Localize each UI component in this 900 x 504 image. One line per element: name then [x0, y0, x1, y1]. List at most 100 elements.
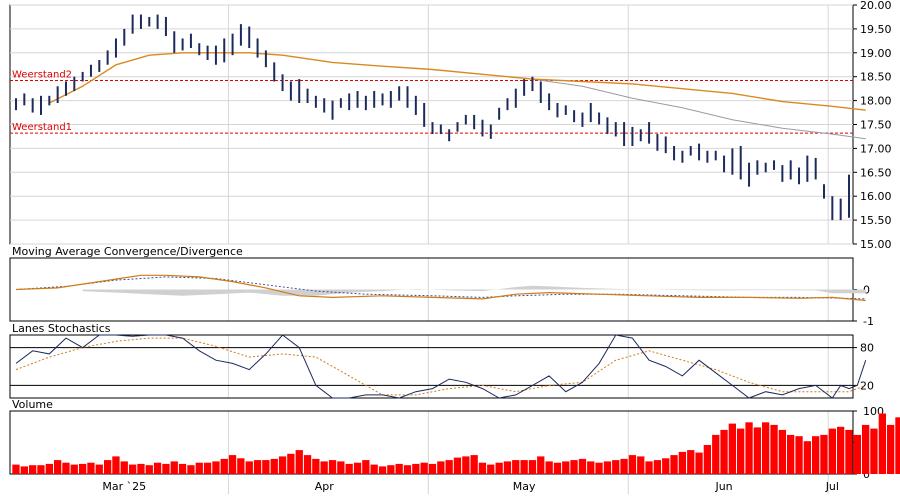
volume-bar [337, 461, 345, 474]
stoch-d-line [15, 337, 866, 396]
long-moving-average [48, 52, 866, 111]
macd-signal-line [15, 276, 866, 300]
volume-bar [570, 460, 578, 474]
volume-bar [145, 465, 153, 474]
resistance-label: Weerstand2 [12, 70, 72, 81]
price-tick-label: 18.00 [860, 95, 892, 108]
volume-bar [237, 458, 245, 475]
volume-bar [253, 460, 262, 474]
volume-bar [54, 460, 62, 474]
volume-bar [812, 436, 820, 474]
volume-bar [820, 434, 828, 474]
price-tick-label: 19.50 [860, 23, 892, 36]
stoch-pane-frame [9, 334, 854, 399]
volume-tick-label: 0 [863, 468, 870, 481]
volume-bar [645, 461, 653, 474]
price-tick-label: 18.50 [860, 71, 892, 84]
volume-bar [628, 455, 637, 474]
volume-bar [678, 451, 686, 474]
volume-bar [104, 460, 112, 474]
volume-bar [445, 460, 453, 474]
x-axis-label: Jul [825, 480, 839, 493]
volume-bar [95, 464, 103, 474]
price-tick-label: 19.00 [860, 47, 892, 60]
volume-bar [778, 429, 786, 474]
volume-bar [303, 455, 312, 474]
volume-bar [703, 445, 711, 474]
volume-bar [137, 463, 145, 474]
volume-bar [603, 461, 612, 474]
volume-bar [653, 460, 661, 474]
volume-bar [853, 434, 861, 474]
volume-bar [295, 450, 303, 474]
volume-bar [737, 428, 745, 474]
volume-bar [112, 456, 120, 474]
volume-bar [428, 463, 437, 474]
price-tick-label: 15.50 [860, 214, 892, 227]
volume-bar [212, 461, 220, 474]
volume-bar [162, 463, 170, 474]
volume-title: Volume [12, 398, 53, 411]
volume-bar [845, 429, 853, 474]
volume-bar [287, 453, 295, 474]
x-axis-label: Mar `25 [102, 480, 146, 493]
x-axis-label: May [513, 480, 536, 493]
volume-bar [270, 458, 278, 474]
volume-bar [487, 464, 495, 474]
volume-bar [129, 464, 137, 474]
macd-tick-label: -1 [863, 315, 874, 328]
macd-title: Moving Average Convergence/Divergence [12, 245, 243, 258]
volume-bar [79, 463, 87, 474]
volume-bar [220, 458, 228, 474]
volume-bar [637, 456, 645, 474]
volume-bar [478, 462, 487, 474]
price-tick-label: 15.00 [860, 238, 892, 251]
volume-bar [45, 463, 53, 474]
volume-bar [412, 463, 420, 474]
volume-bar [228, 455, 237, 474]
volume-bar [870, 428, 878, 474]
volume-bar [170, 461, 178, 474]
volume-bar [545, 461, 553, 474]
volume-bar [828, 428, 836, 474]
volume-bar [620, 458, 628, 474]
volume-bar [520, 460, 528, 474]
macd-line [15, 274, 866, 302]
volume-bar [537, 456, 545, 474]
stoch-title: Lanes Stochastics [12, 322, 111, 335]
volume-bar [512, 460, 520, 474]
volume-bar [720, 429, 728, 474]
volume-bar [662, 458, 670, 475]
macd-tick-label: 0 [863, 284, 870, 297]
volume-bar [862, 424, 870, 474]
volume-bar [462, 456, 470, 474]
volume-bar [178, 463, 187, 474]
volume-bar [387, 465, 395, 474]
stoch-k-line [15, 334, 867, 399]
stoch-tick-label: 80 [860, 342, 874, 355]
volume-bar [187, 465, 195, 474]
volume-bar [695, 452, 703, 474]
volume-bar [120, 461, 128, 474]
volume-bar [453, 457, 462, 474]
volume-bar [612, 460, 620, 474]
volume-bar [687, 450, 695, 474]
volume-bar [895, 417, 900, 474]
volume-bar [262, 460, 270, 474]
volume-bar [553, 462, 562, 474]
price-tick-label: 17.50 [860, 119, 892, 132]
price-tick-label: 20.00 [860, 0, 892, 12]
resistance-label: Weerstand1 [12, 122, 72, 133]
volume-bar [70, 464, 78, 474]
volume-bar [29, 465, 37, 474]
volume-bar [470, 455, 478, 474]
volume-bar [403, 465, 412, 474]
volume-bar [578, 458, 587, 474]
volume-bar [328, 460, 337, 474]
volume-bar [753, 427, 761, 474]
volume-bar [528, 460, 537, 474]
volume-bar [670, 455, 678, 474]
volume-bar [803, 441, 811, 474]
